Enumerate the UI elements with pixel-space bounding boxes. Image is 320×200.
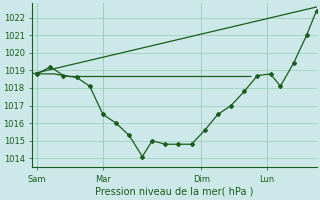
- X-axis label: Pression niveau de la mer( hPa ): Pression niveau de la mer( hPa ): [95, 187, 253, 197]
